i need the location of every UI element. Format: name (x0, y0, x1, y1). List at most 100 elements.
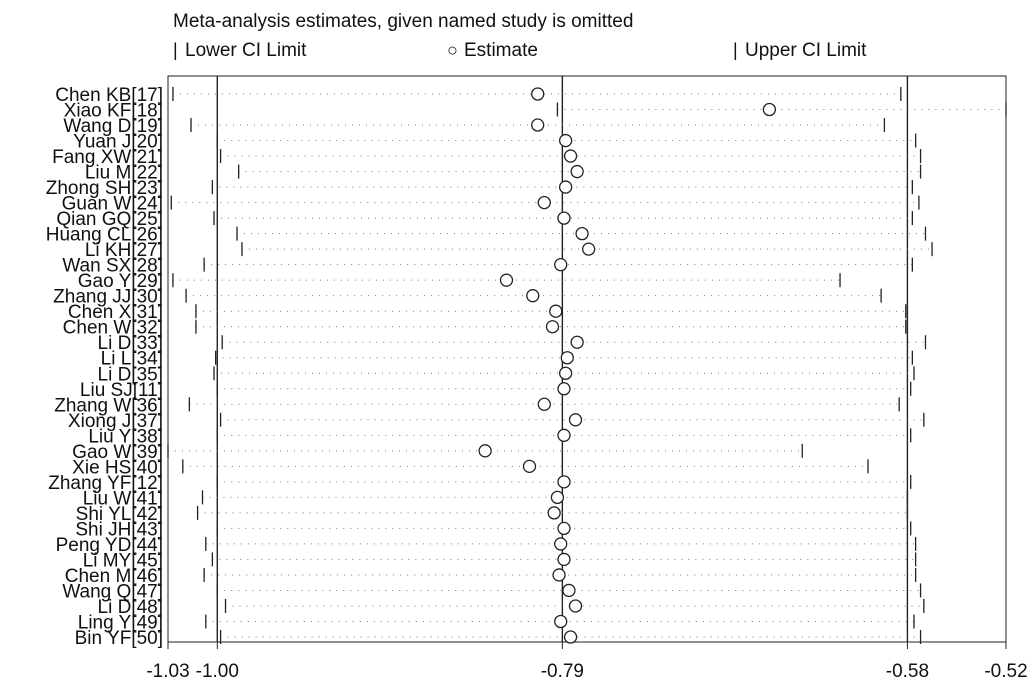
study-label: Liu M[22] (85, 163, 163, 184)
study-row: Xiong J[37] (68, 411, 925, 432)
study-row: Xie HS[40] (72, 457, 869, 478)
study-row: Bin YF[50] (75, 628, 922, 649)
study-label: Wang Q[47] (62, 581, 163, 602)
study-row: Li KH[27] (85, 240, 933, 261)
study-label: Li KH[27] (85, 240, 163, 261)
study-row: Wang D[19] (63, 116, 886, 137)
study-row: Huang CL[26] (46, 225, 927, 246)
estimate-point (545, 320, 560, 334)
study-row: Li D[35] (98, 364, 915, 385)
study-label: Xiong J[37] (68, 411, 163, 432)
study-label: Peng YD[44] (56, 535, 163, 556)
x-tick-label: -0.79 (541, 661, 584, 682)
estimate-point (526, 289, 540, 303)
study-row: Liu Y[38] (88, 426, 912, 447)
study-label: Zhang JJ[30] (53, 287, 163, 308)
estimate-point (557, 428, 571, 442)
study-label: Xie HS[40] (72, 457, 163, 478)
study-row: Wan SX[28] (62, 256, 913, 277)
study-row: Zhang YF[12] (48, 473, 912, 494)
study-label: Chen KB[17] (55, 85, 163, 106)
estimate-point (478, 444, 492, 458)
estimate-point (560, 351, 574, 365)
study-label: Zhang W[36] (54, 395, 163, 416)
study-row: Li D[33] (98, 333, 927, 354)
study-label: Xiao KF[18] (64, 101, 163, 122)
study-row: Ling Y[49] (78, 612, 915, 633)
estimate-point (570, 335, 584, 349)
study-row: Fang XW[21] (52, 147, 922, 168)
estimate-point (557, 382, 571, 396)
study-label: Chen M[46] (65, 566, 163, 587)
estimate-point (550, 490, 565, 505)
estimate-point (537, 195, 551, 210)
study-row: Li D[48] (98, 597, 925, 618)
study-row: Chen X[31] (68, 302, 907, 323)
study-label: Fang XW[21] (52, 147, 163, 168)
study-row: Liu W[41] (83, 488, 909, 509)
legend-label-lower: Lower CI Limit (185, 40, 307, 61)
legend-marker-lower: | (173, 40, 178, 60)
estimate-point (558, 180, 573, 194)
estimate-point (762, 102, 777, 117)
study-label: Li MY[45] (83, 550, 163, 571)
legend-label-estimate: Estimate (464, 40, 538, 61)
estimate-point (568, 413, 583, 427)
x-tick-label: -1.03 (146, 661, 189, 682)
legend-item-lower: | Lower CI Limit (173, 40, 307, 61)
study-row: Chen M[46] (65, 566, 917, 587)
legend: | Lower CI Limit ○ Estimate | Upper CI Limit (173, 40, 867, 61)
estimate-point (557, 211, 571, 225)
chart-title: Meta-analysis estimates, given named stu… (173, 11, 633, 32)
estimate-point (547, 506, 561, 520)
estimate-point (549, 304, 563, 318)
estimate-point (554, 614, 568, 629)
x-tick-label: -0.52 (984, 661, 1027, 682)
legend-item-estimate: ○ Estimate (447, 40, 538, 61)
study-row: Guan W[24] (62, 194, 920, 215)
study-row: Li MY[45] (83, 550, 917, 571)
study-row: Qian GQ[25] (56, 209, 913, 230)
estimate-point (499, 273, 514, 287)
study-row: Yuan J[20] (73, 132, 917, 153)
study-row: Shi JH[43] (75, 519, 912, 540)
estimate-point (557, 521, 571, 536)
study-rows: Chen KB[17]Xiao KF[18]Wang D[19]Yuan J[2… (46, 85, 1007, 649)
study-row: Li L[34] (101, 349, 913, 370)
estimate-point (568, 599, 583, 613)
study-label: Li D[33] (98, 333, 163, 354)
study-label: Ling Y[49] (78, 612, 163, 633)
estimate-point (575, 226, 589, 241)
x-axis: -1.03 -1.00 -0.79 -0.58 -0.52 (146, 642, 1028, 682)
estimate-point (557, 475, 571, 489)
study-label: Zhong SH[23] (46, 178, 163, 199)
estimate-point (531, 87, 545, 101)
estimate-point (581, 242, 596, 256)
study-label: Shi YL[42] (76, 504, 163, 525)
study-label: Chen X[31] (68, 302, 163, 323)
study-row: Zhang JJ[30] (53, 287, 882, 308)
study-label: Guan W[24] (62, 194, 163, 215)
study-label: Zhang YF[12] (48, 473, 163, 494)
study-label: Liu SJ[11] (80, 380, 163, 401)
legend-marker-upper: | (733, 40, 738, 60)
study-row: Chen KB[17] (55, 85, 902, 106)
study-row: Shi YL[42] (76, 504, 909, 525)
estimate-point (522, 459, 537, 473)
study-row: Gao W[39] (72, 442, 803, 463)
study-label: Bin YF[50] (75, 628, 163, 649)
estimate-point (557, 552, 571, 567)
estimate-point (554, 258, 568, 272)
study-label: Wan SX[28] (62, 256, 163, 277)
study-label: Li L[34] (101, 349, 163, 370)
study-label: Huang CL[26] (46, 225, 163, 246)
study-label: Li D[48] (98, 597, 163, 618)
estimate-point (558, 366, 573, 380)
estimate-point (563, 630, 578, 644)
estimate-point (562, 583, 576, 598)
estimate-point (563, 149, 578, 163)
estimate-point (570, 164, 584, 179)
estimate-point (554, 537, 568, 551)
legend-label-upper: Upper CI Limit (745, 40, 867, 61)
